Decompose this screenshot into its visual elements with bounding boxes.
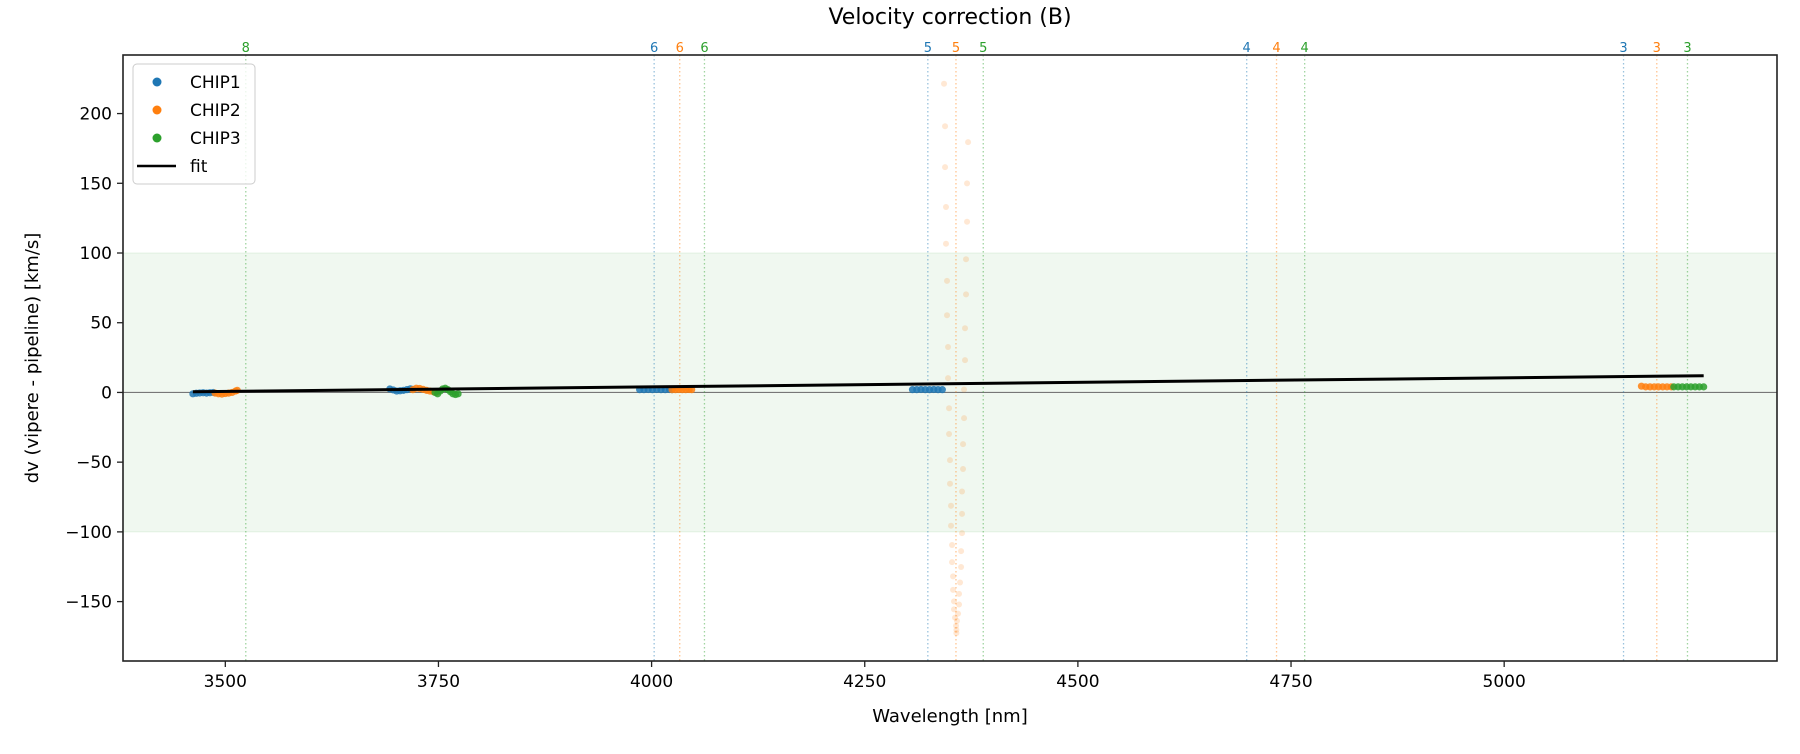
y-tick-label: −100 <box>65 523 112 543</box>
data-point-chip2 <box>957 579 964 586</box>
data-point-chip2 <box>959 488 966 495</box>
order-label: 5 <box>979 41 987 56</box>
legend-marker-chip2 <box>152 105 162 115</box>
data-point-chip2 <box>956 590 963 597</box>
data-point-chip2 <box>942 123 949 130</box>
data-point-chip2 <box>947 480 953 487</box>
x-tick-label: 3750 <box>417 672 460 692</box>
data-point-chip2 <box>960 465 967 472</box>
data-point-chip2 <box>961 386 968 393</box>
data-point-chip2 <box>946 405 953 412</box>
x-tick-label: 4500 <box>1056 672 1099 692</box>
data-point-chip2 <box>961 415 968 422</box>
x-tick-label: 3500 <box>204 672 247 692</box>
data-point-chip2 <box>952 614 959 621</box>
order-label: 3 <box>1683 41 1691 56</box>
data-point-chip2 <box>962 357 969 364</box>
x-tick-label: 5000 <box>1483 672 1526 692</box>
data-point-chip2 <box>953 630 960 637</box>
data-point-chip2 <box>956 601 963 608</box>
y-tick-label: 50 <box>90 314 112 334</box>
data-point-chip2 <box>958 564 965 571</box>
y-tick-label: 0 <box>101 383 112 403</box>
data-point-chip2 <box>944 277 951 284</box>
order-label: 8 <box>242 41 250 56</box>
data-point-chip2 <box>963 291 970 298</box>
x-tick-label: 4000 <box>630 672 673 692</box>
data-point-chip2 <box>949 541 956 548</box>
data-point-chip3 <box>454 390 462 398</box>
data-point-chip2 <box>958 548 965 555</box>
axes-frame <box>122 54 1778 662</box>
data-point-chip2 <box>959 510 966 517</box>
data-point-chip2 <box>945 343 952 350</box>
y-tick-label: 100 <box>80 244 112 264</box>
order-label: 6 <box>700 41 708 56</box>
order-label: 3 <box>1619 41 1627 56</box>
x-tick-label: 4250 <box>843 672 886 692</box>
legend: CHIP1 CHIP2 CHIP3 fit <box>132 63 256 185</box>
y-tick-label: 150 <box>80 174 112 194</box>
data-point-chip2 <box>942 203 949 210</box>
legend-marker-chip3 <box>152 133 162 143</box>
legend-label-chip1: CHIP1 <box>190 73 241 93</box>
data-point-chip2 <box>959 530 966 537</box>
data-point-chip2 <box>953 617 960 624</box>
order-label: 4 <box>1272 41 1280 56</box>
order-label: 5 <box>924 41 932 56</box>
data-point-chip2 <box>949 559 956 566</box>
order-label: 3 <box>1653 41 1661 56</box>
legend-label-chip2: CHIP2 <box>190 101 241 121</box>
data-point-chip2 <box>948 502 955 509</box>
y-axis-label: dv (vipere - pipeline) [km/s] <box>22 233 43 484</box>
data-point-chip2 <box>944 312 951 319</box>
legend-label-chip3: CHIP3 <box>190 129 241 149</box>
data-point-chip2 <box>962 325 969 332</box>
data-point-chip2 <box>964 180 971 187</box>
data-point-chip2 <box>945 375 952 382</box>
x-axis-label: Wavelength [nm] <box>872 706 1028 727</box>
legend-label-fit: fit <box>190 157 208 177</box>
data-point-chip2 <box>941 80 948 87</box>
chart-title: Velocity correction (B) <box>828 5 1071 30</box>
data-point-chip2 <box>965 139 972 146</box>
y-tick-label: −50 <box>76 453 112 473</box>
order-label: 4 <box>1301 41 1309 56</box>
data-point-chip2 <box>951 598 958 605</box>
fit-line <box>192 374 1704 394</box>
order-label: 4 <box>1243 41 1251 56</box>
data-point-chip2 <box>948 522 955 529</box>
data-point-chip2 <box>950 586 957 593</box>
x-tick-label: 4750 <box>1269 672 1312 692</box>
data-point-chip2 <box>947 457 953 464</box>
data-point-chip2 <box>960 441 967 448</box>
order-label: 6 <box>676 41 684 56</box>
data-point-chip2 <box>951 606 958 613</box>
y-tick-label: 200 <box>80 105 112 125</box>
legend-box <box>132 63 256 185</box>
data-point-chip2 <box>953 626 960 633</box>
legend-marker-chip1 <box>152 77 162 87</box>
data-point-chip2 <box>942 240 949 247</box>
data-point-chip2 <box>946 430 953 437</box>
data-point-chip2 <box>942 164 949 171</box>
data-point-chip2 <box>950 573 957 580</box>
data-point-chip2 <box>963 256 970 263</box>
order-label: 5 <box>952 41 960 56</box>
order-label: 6 <box>650 41 658 56</box>
data-point-chip1 <box>938 386 946 394</box>
data-point-chip2 <box>955 610 962 617</box>
data-point-chip3 <box>1700 383 1708 391</box>
data-point-chip2 <box>953 622 960 629</box>
data-point-chip2 <box>964 218 971 225</box>
y-tick-label: −150 <box>65 593 112 613</box>
